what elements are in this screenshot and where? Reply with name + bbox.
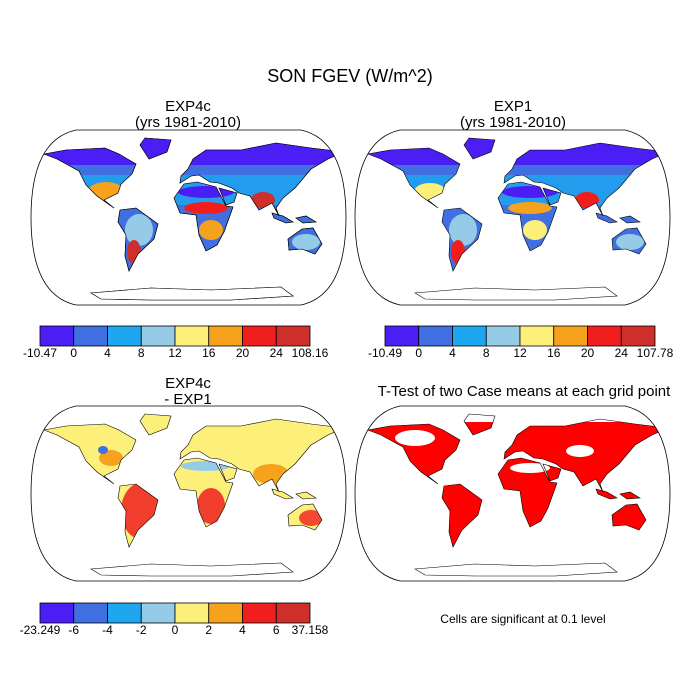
colorbar-label: 4 bbox=[239, 623, 246, 637]
colorbar-box bbox=[242, 602, 277, 624]
colorbar-box bbox=[73, 602, 108, 624]
colorbar-box bbox=[73, 325, 108, 347]
colorbar-label: 2 bbox=[205, 623, 212, 637]
colorbar-label: 107.78 bbox=[637, 346, 674, 360]
colorbar-label: 16 bbox=[202, 346, 216, 360]
map bbox=[354, 405, 671, 582]
colorbar-label: 24 bbox=[270, 346, 284, 360]
colorbar-box bbox=[208, 325, 243, 347]
panel-subtitle: (yrs 1981-2010) bbox=[135, 114, 241, 131]
colorbar-box bbox=[107, 325, 142, 347]
panel-title: EXP4c bbox=[165, 375, 211, 392]
map bbox=[354, 129, 671, 306]
colorbar-box bbox=[140, 602, 176, 624]
colorbar-label: 12 bbox=[168, 346, 182, 360]
colorbar-label: 4 bbox=[104, 346, 111, 360]
map bbox=[30, 129, 347, 306]
colorbar-box bbox=[384, 325, 420, 347]
colorbar-box bbox=[275, 602, 311, 624]
colorbar-label: 20 bbox=[581, 346, 595, 360]
colorbar-label: -10.49 bbox=[368, 346, 402, 360]
colorbar-label: -6 bbox=[68, 623, 79, 637]
panel-title: EXP1 bbox=[494, 98, 532, 115]
colorbar-label: 6 bbox=[273, 623, 280, 637]
colorbar-label: -23.249 bbox=[20, 623, 61, 637]
colorbar-label: -10.47 bbox=[23, 346, 57, 360]
colorbar-box bbox=[485, 325, 521, 347]
colorbar-box bbox=[587, 325, 622, 347]
panel-title: EXP4c bbox=[165, 98, 211, 115]
colorbar-box bbox=[174, 602, 210, 624]
colorbar-label: -2 bbox=[136, 623, 147, 637]
figure-title: SON FGEV (W/m^2) bbox=[267, 66, 432, 86]
colorbar-label: 12 bbox=[513, 346, 527, 360]
colorbar-box bbox=[418, 325, 453, 347]
map bbox=[30, 405, 347, 582]
colorbar-box bbox=[242, 325, 277, 347]
colorbar-label: 8 bbox=[138, 346, 145, 360]
panel-subtitle: - EXP1 bbox=[164, 391, 212, 408]
colorbar-label: 0 bbox=[70, 346, 77, 360]
colorbar-label: 4 bbox=[449, 346, 456, 360]
colorbar-box bbox=[275, 325, 311, 347]
colorbar-box bbox=[208, 602, 243, 624]
colorbar-box bbox=[107, 602, 142, 624]
colorbar-label: 0 bbox=[172, 623, 179, 637]
colorbar-box bbox=[452, 325, 487, 347]
colorbar-label: 24 bbox=[615, 346, 629, 360]
colorbar-label: -4 bbox=[102, 623, 113, 637]
colorbar-box bbox=[553, 325, 588, 347]
colorbar-label: 0 bbox=[415, 346, 422, 360]
colorbar-box bbox=[39, 602, 75, 624]
colorbar-label: 8 bbox=[483, 346, 490, 360]
colorbar-box bbox=[140, 325, 176, 347]
colorbar-label: 20 bbox=[236, 346, 250, 360]
panel-note: Cells are significant at 0.1 level bbox=[440, 612, 605, 626]
panel-title: T-Test of two Case means at each grid po… bbox=[378, 383, 671, 400]
colorbar-box bbox=[174, 325, 210, 347]
colorbar-label: 16 bbox=[547, 346, 561, 360]
colorbar-label: 37.158 bbox=[292, 623, 329, 637]
panel-subtitle: (yrs 1981-2010) bbox=[460, 114, 566, 131]
colorbar-label: 108.16 bbox=[292, 346, 329, 360]
colorbar-box bbox=[39, 325, 75, 347]
colorbar-box bbox=[620, 325, 656, 347]
colorbar-box bbox=[519, 325, 555, 347]
